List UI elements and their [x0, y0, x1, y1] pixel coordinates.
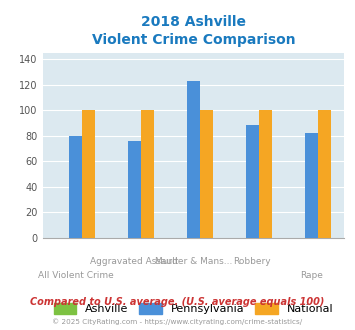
Text: Murder & Mans...: Murder & Mans...: [155, 257, 232, 266]
Text: © 2025 CityRating.com - https://www.cityrating.com/crime-statistics/: © 2025 CityRating.com - https://www.city…: [53, 318, 302, 325]
Text: All Violent Crime: All Violent Crime: [38, 271, 114, 280]
Bar: [69, 136, 82, 238]
Title: 2018 Ashville
Violent Crime Comparison: 2018 Ashville Violent Crime Comparison: [92, 15, 295, 48]
Bar: [259, 110, 272, 238]
Bar: [141, 110, 154, 238]
Bar: [128, 141, 141, 238]
Bar: [246, 125, 259, 238]
Bar: [305, 133, 318, 238]
Text: Compared to U.S. average. (U.S. average equals 100): Compared to U.S. average. (U.S. average …: [30, 297, 325, 307]
Text: Aggravated Assault: Aggravated Assault: [91, 257, 179, 266]
Text: Rape: Rape: [300, 271, 323, 280]
Text: Robbery: Robbery: [234, 257, 271, 266]
Bar: [200, 110, 213, 238]
Bar: [82, 110, 95, 238]
Legend: Ashville, Pennsylvania, National: Ashville, Pennsylvania, National: [49, 299, 338, 319]
Bar: [318, 110, 331, 238]
Bar: [187, 81, 200, 238]
